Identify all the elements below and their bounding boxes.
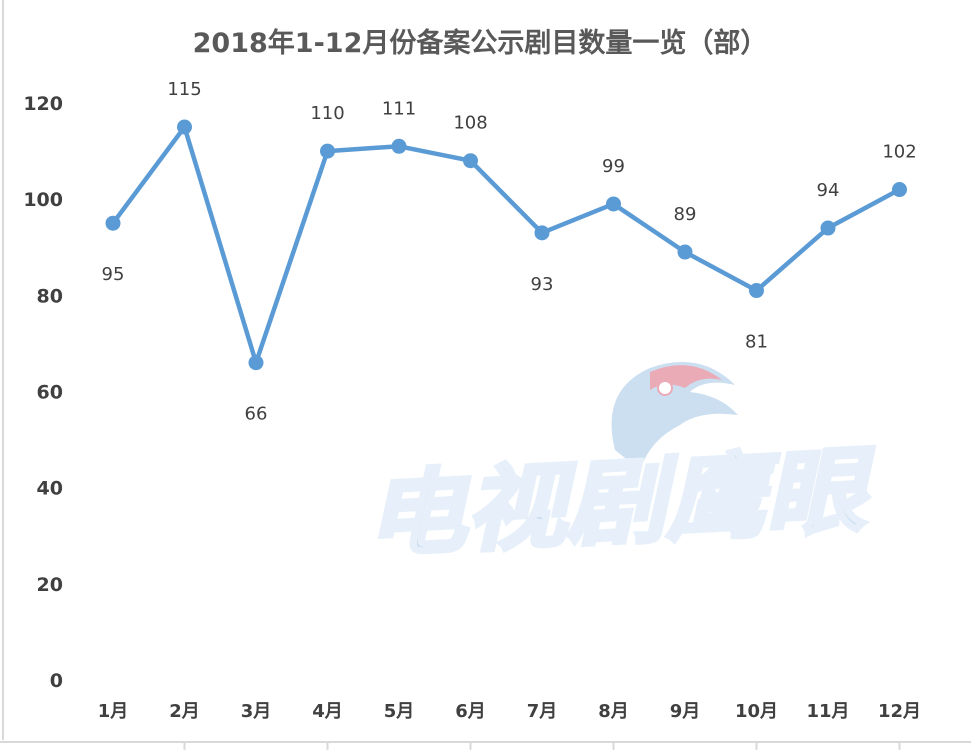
series-line-group [105, 119, 907, 371]
data-label: 81 [745, 332, 768, 353]
x-axis: 1月 2月 3月 4月 5月 6月 7月 8月 9月 10月 11月 12月 [98, 701, 921, 750]
data-point [606, 196, 621, 212]
x-tick-label: 11月 [806, 701, 849, 722]
y-tick-label: 60 [37, 382, 63, 404]
y-tick-label: 40 [37, 478, 63, 500]
data-label: 110 [310, 103, 344, 124]
chart-title: 2018年1-12月份备案公示剧目数量一览（部） [193, 27, 768, 59]
data-label: 102 [882, 142, 916, 163]
eagle-logo-icon [611, 361, 738, 470]
y-tick-label: 100 [23, 189, 63, 211]
data-label: 95 [102, 264, 125, 285]
x-tick-label: 1月 [98, 701, 129, 722]
data-point [320, 143, 335, 159]
data-label: 93 [531, 274, 554, 295]
series-line [110, 124, 902, 365]
y-tick-label: 120 [23, 93, 63, 115]
data-point [892, 182, 907, 198]
data-point [391, 138, 407, 154]
x-tick-label: 9月 [670, 701, 701, 722]
data-label: 99 [602, 156, 625, 177]
data-point [177, 119, 192, 135]
data-point [105, 215, 121, 231]
data-point [463, 153, 478, 169]
data-labels: 95 115 66 110 111 108 93 99 89 81 94 102 [102, 79, 917, 425]
watermark-text: 电视剧鹰眼 [363, 436, 880, 570]
data-point [248, 355, 264, 371]
x-tick-label: 4月 [312, 701, 343, 722]
y-tick-label: 0 [50, 670, 63, 692]
y-tick-label: 20 [37, 574, 63, 596]
data-point [534, 225, 550, 241]
data-label: 89 [674, 204, 697, 225]
data-point [677, 244, 693, 260]
x-tick-label: 2月 [169, 701, 200, 722]
x-tick-label: 8月 [598, 701, 629, 722]
x-tick-label: 10月 [735, 701, 778, 722]
data-label: 66 [245, 404, 268, 425]
data-label: 111 [382, 98, 416, 119]
data-label: 108 [453, 113, 487, 134]
x-tick-label: 5月 [384, 701, 415, 722]
x-tick-label: 7月 [527, 701, 558, 722]
x-tick-label: 12月 [878, 701, 921, 722]
x-tick-label: 3月 [241, 701, 272, 722]
data-point [749, 283, 764, 299]
x-tick-label: 6月 [455, 701, 486, 722]
y-tick-label: 80 [37, 285, 63, 307]
watermark: 电视剧鹰眼 [361, 361, 882, 572]
y-axis: 0 20 40 60 80 100 120 [23, 93, 63, 692]
data-label: 115 [167, 79, 201, 100]
data-point [820, 220, 836, 236]
data-label: 94 [817, 180, 840, 201]
